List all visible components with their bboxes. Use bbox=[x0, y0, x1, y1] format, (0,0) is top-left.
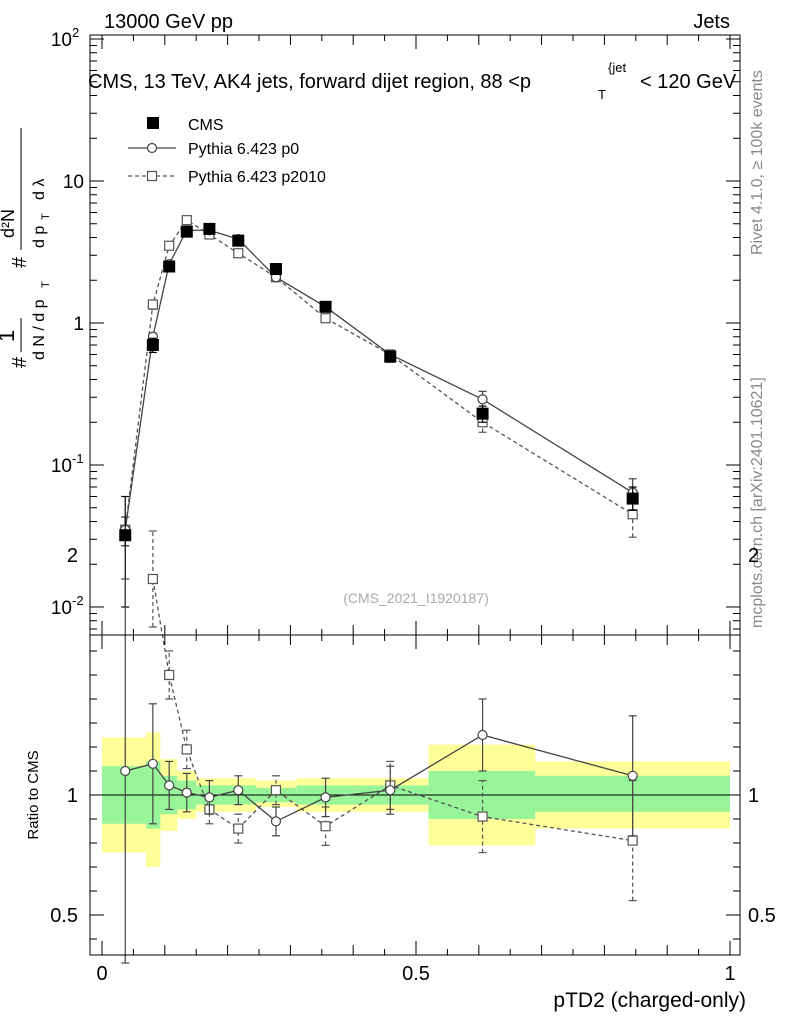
series-line bbox=[124, 219, 633, 530]
ratio-series-pythia-p0 bbox=[120, 578, 638, 964]
header-left-label: 13000 GeV pp bbox=[104, 11, 233, 33]
svg-text:d p: d p bbox=[31, 226, 48, 248]
title-end: < 120 GeV bbox=[640, 71, 737, 93]
svg-text:d λ: d λ bbox=[31, 179, 48, 200]
ratio-y-tick-label: 2 bbox=[67, 545, 78, 567]
x-tick-label: 1 bbox=[724, 963, 735, 985]
data-point bbox=[233, 823, 244, 834]
data-point bbox=[477, 394, 488, 405]
data-point bbox=[146, 338, 159, 351]
series-line bbox=[152, 578, 633, 842]
data-point bbox=[385, 785, 396, 796]
data-point bbox=[147, 758, 158, 769]
ratio-y-tick-label-right: 2 bbox=[748, 545, 759, 567]
svg-text:d N / d p: d N / d p bbox=[31, 299, 48, 360]
legend-p2010-marker bbox=[146, 170, 158, 182]
data-point bbox=[270, 785, 282, 796]
data-point bbox=[270, 816, 282, 827]
title-superscript: {jet bbox=[608, 60, 626, 75]
title-subscript: T bbox=[598, 87, 606, 102]
svg-text:T: T bbox=[40, 213, 52, 220]
data-point bbox=[477, 811, 488, 822]
legend-p0-marker bbox=[146, 142, 158, 154]
svg-text:#: # bbox=[9, 256, 31, 268]
legend-cms-label: CMS bbox=[188, 117, 224, 134]
data-point bbox=[181, 744, 192, 755]
ratio-y-tick-label-right: 1 bbox=[748, 785, 759, 807]
x-tick-label: 0.5 bbox=[402, 963, 430, 985]
y-tick-label: 10 bbox=[51, 30, 72, 51]
ratio-ylabel: Ratio to CMS bbox=[25, 750, 42, 839]
data-point bbox=[320, 792, 331, 803]
upper-title: CMS, 13 TeV, AK4 jets, forward dijet reg… bbox=[88, 60, 737, 102]
data-point bbox=[320, 313, 331, 324]
legend-p2010-label: Pythia 6.423 p2010 bbox=[188, 169, 326, 186]
data-point bbox=[233, 785, 244, 796]
x-tick-label: 0 bbox=[96, 963, 107, 985]
data-point bbox=[164, 669, 175, 681]
data-point bbox=[233, 248, 244, 259]
data-point bbox=[627, 509, 638, 520]
data-point bbox=[163, 260, 176, 273]
lower-axis-ticks bbox=[90, 635, 740, 955]
header-right-label: Jets bbox=[693, 11, 730, 33]
data-point bbox=[319, 300, 332, 313]
ratio-y-tick-label-right: 0.5 bbox=[748, 905, 776, 927]
ratio-y-tick-label: 0.5 bbox=[50, 905, 78, 927]
data-point bbox=[232, 234, 245, 247]
y-tick-label: 10 bbox=[51, 598, 72, 619]
series-line bbox=[124, 229, 634, 530]
data-point bbox=[181, 215, 192, 226]
y-tick-label-exponent: -2 bbox=[72, 593, 84, 608]
analysis-id: (CMS_2021_I1920187) bbox=[343, 590, 489, 606]
y-tick-label-exponent: -1 bbox=[72, 451, 84, 466]
data-point bbox=[269, 263, 282, 276]
upper-ylabel: # 1 d N / d p T # d²N d p T d λ bbox=[0, 128, 52, 368]
ratio-series-pythia-p2010 bbox=[147, 530, 638, 902]
svg-text:d²N: d²N bbox=[0, 209, 18, 238]
data-point bbox=[384, 350, 397, 363]
y-tick-label: 10 bbox=[63, 172, 84, 193]
upper-axis-ticks bbox=[90, 35, 740, 635]
legend: CMS Pythia 6.423 p0 Pythia 6.423 p2010 bbox=[128, 117, 326, 186]
series-pythia-p0 bbox=[120, 225, 638, 547]
series-pythia-p2010 bbox=[120, 215, 638, 547]
legend-p0-label: Pythia 6.423 p0 bbox=[188, 141, 299, 158]
svg-text:#: # bbox=[9, 356, 31, 368]
data-point bbox=[164, 780, 175, 791]
y-tick-label: 1 bbox=[73, 314, 84, 335]
ratio-uncertainty-bands bbox=[102, 732, 730, 867]
data-point bbox=[120, 765, 131, 777]
lower-axis-tick-labels: 0.5 0.5 1 1 2 2 0 0.5 1 bbox=[50, 545, 776, 985]
data-point bbox=[476, 407, 489, 420]
data-point bbox=[147, 573, 158, 585]
data-point bbox=[147, 299, 158, 310]
data-point bbox=[477, 729, 488, 741]
data-point bbox=[626, 492, 639, 505]
data-point bbox=[119, 529, 132, 542]
data-point bbox=[627, 770, 638, 781]
rivet-label: Rivet 4.1.0, ≥ 100k events bbox=[749, 70, 766, 255]
mcplots-label: mcplots.cern.ch [arXiv:2401.10621] bbox=[749, 377, 766, 628]
y-tick-label: 10 bbox=[51, 456, 72, 477]
data-point bbox=[180, 225, 193, 238]
series-cms bbox=[119, 222, 639, 608]
x-axis-label: pTD2 (charged-only) bbox=[553, 989, 746, 1012]
data-point bbox=[164, 240, 175, 251]
ratio-y-tick-label: 1 bbox=[67, 785, 78, 807]
data-point bbox=[181, 787, 192, 798]
data-point bbox=[627, 835, 638, 846]
svg-text:1: 1 bbox=[0, 330, 19, 342]
svg-text:T: T bbox=[40, 281, 52, 288]
y-tick-label-exponent: 2 bbox=[72, 25, 79, 40]
data-point bbox=[203, 222, 216, 235]
legend-cms-marker bbox=[147, 117, 159, 129]
title-main: CMS, 13 TeV, AK4 jets, forward dijet reg… bbox=[88, 71, 531, 93]
data-point bbox=[320, 821, 331, 832]
data-point bbox=[204, 792, 215, 803]
